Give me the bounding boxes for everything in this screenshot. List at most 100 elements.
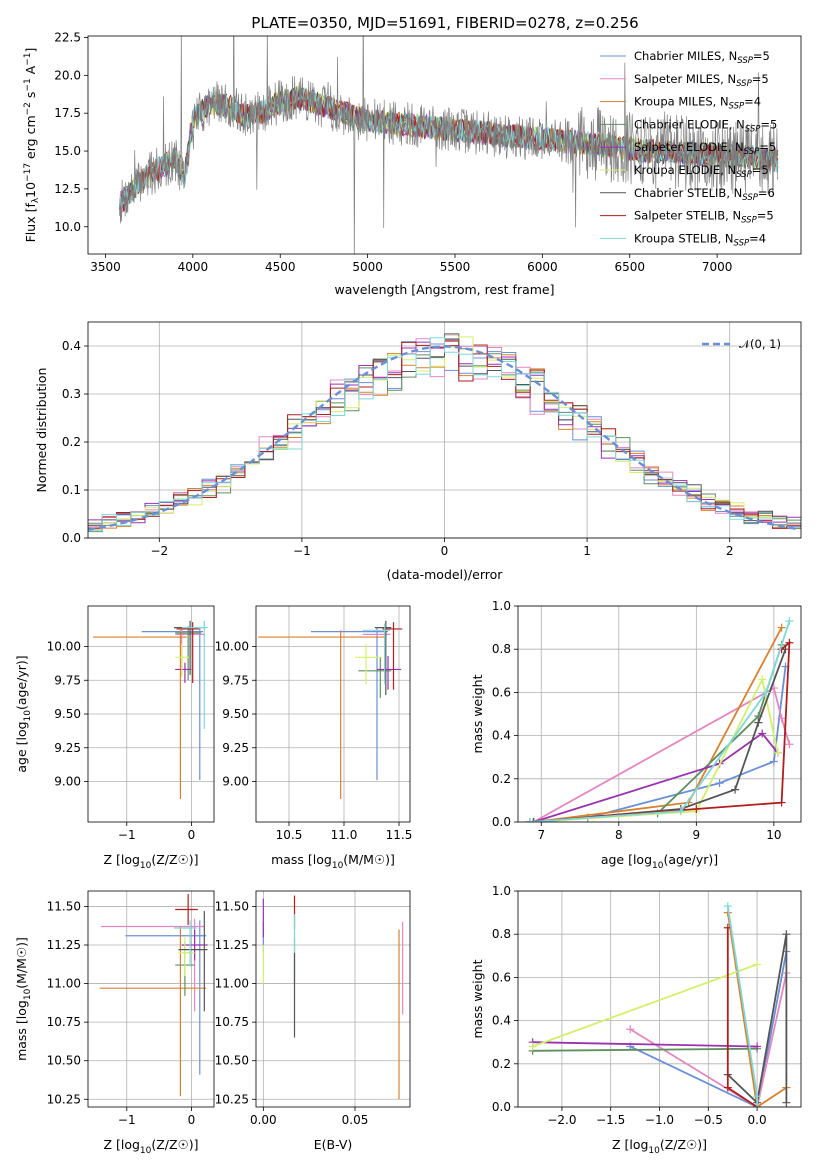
x-tick-label-0: −2.0	[547, 1113, 576, 1127]
x-tick-label-1: 4000	[178, 260, 209, 274]
weight-line	[532, 1041, 758, 1048]
figure-title: PLATE=0350, MJD=51691, FIBERID=0278, z=0…	[251, 14, 638, 32]
weight-line	[533, 627, 783, 822]
y-tick-label-0: 0.0	[492, 1100, 511, 1114]
axes-frame	[517, 605, 802, 823]
weight-marker-3	[785, 638, 794, 647]
y-axis-label: age [log10(age/yr)]	[14, 655, 33, 772]
y-tick-label-5: 11.50	[47, 899, 81, 913]
errorbar-point-0	[311, 627, 388, 781]
x-tick-label-3: 1	[583, 544, 591, 558]
weight-line	[726, 912, 787, 1107]
reference-gaussian-curve	[88, 345, 799, 531]
errorbar-point-2	[93, 630, 187, 800]
y-tick-label-4: 20.0	[54, 68, 81, 82]
x-axis-label: mass [log10(M/M☉)]	[271, 852, 395, 871]
y-tick-label-0: 9.00	[54, 775, 81, 789]
errorbar-point-5	[355, 643, 383, 685]
errorbar-point-0	[125, 920, 207, 1075]
y-tick-label-3: 0.6	[492, 685, 511, 699]
y-tick-label-2: 15.0	[54, 144, 81, 158]
weight-line	[727, 934, 788, 1105]
errorbar-point-7	[176, 622, 200, 683]
errorbar-plot-area	[99, 894, 208, 1097]
weight-line	[532, 963, 758, 1048]
y-tick-label-0: 10.0	[54, 220, 81, 234]
errorbar-point-3	[175, 626, 202, 681]
weight-marker-1	[753, 960, 762, 969]
y-tick-label-1: 0.2	[492, 1057, 511, 1071]
panel-age-vs-Z: −1 0 9.00 9.25 9.50 9.75 10.00 Z [log10(Z/Z☉)] a…	[14, 605, 215, 871]
y-axis-label: mass [log10(M/M☉)]	[14, 937, 33, 1061]
y-tick-label-0: 10.25	[47, 1092, 81, 1106]
x-tick-label-2: 0	[441, 544, 449, 558]
y-tick-label-5: 11.50	[215, 899, 249, 913]
weight-marker-1	[692, 805, 701, 814]
y-axis-label: Flux [fλ10−17 erg cm−2 s−1 A−1]	[23, 48, 41, 243]
y-axis-label: mass weight	[470, 674, 485, 753]
y-tick-label-4: 10.00	[47, 640, 81, 654]
observed-spectrum-line	[119, 36, 779, 254]
y-tick-label-4: 0.8	[492, 927, 511, 941]
weight-line	[533, 686, 791, 822]
panel-mass-vs-EBV: 0.00 0.05 10.25 10.50 10.75 11.00 11.25 11.50 E(…	[215, 890, 411, 1152]
weight-marker-2	[777, 714, 786, 723]
weight-line	[533, 732, 779, 822]
weight-marker-2	[753, 1103, 762, 1107]
x-tick-label-0: 0.00	[250, 1113, 277, 1127]
weight-marker-2	[715, 779, 724, 788]
weight-marker-0	[723, 902, 732, 911]
weight-line	[529, 644, 783, 822]
y-tick-label-0: 10.25	[215, 1092, 249, 1106]
weight-line	[629, 972, 788, 1107]
x-axis-label: Z [log10(Z/Z☉)]	[103, 852, 198, 871]
x-tick-label-1: 0	[188, 828, 196, 842]
errorbar-point-4	[175, 662, 192, 683]
x-tick-label-2: 4500	[265, 260, 296, 274]
x-tick-label-0: 3500	[90, 260, 121, 274]
weight-series-8	[723, 902, 762, 1107]
y-tick-label-2: 10.75	[47, 1015, 81, 1029]
x-tick-label-0: −2	[150, 544, 168, 558]
y-tick-label-3: 11.00	[47, 977, 81, 991]
x-tick-label-3: 10	[766, 828, 781, 842]
y-tick-label-2: 9.50	[54, 707, 81, 721]
weight-marker-3	[769, 757, 778, 766]
y-tick-label-2: 0.4	[492, 1014, 511, 1028]
weight-marker-1	[753, 1042, 762, 1051]
axes-frame	[87, 890, 215, 1108]
y-tick-label-5: 22.5	[54, 31, 81, 45]
y-tick-label-2: 10.75	[215, 1015, 249, 1029]
panel-mass-vs-Z: −1 0 10.25 10.50 10.75 11.00 11.25 11.50 Z [log1…	[14, 890, 215, 1156]
y-tick-label-5: 1.0	[492, 884, 511, 898]
weight-marker-3	[782, 1098, 791, 1107]
x-tick-label-7: 7000	[702, 260, 733, 274]
x-tick-label-4: 5500	[440, 260, 471, 274]
y-tick-label-0: 9.00	[222, 775, 249, 789]
y-tick-label-1: 0.2	[492, 772, 511, 786]
axes-frame	[87, 35, 802, 255]
x-tick-label-4: 0.0	[748, 1113, 767, 1127]
y-tick-label-0: 0.0	[62, 531, 81, 545]
legend-label-3: Chabrier ELODIE, NSSP=5	[634, 117, 777, 134]
residual-plot-area	[88, 333, 801, 533]
panel-age-vs-mass: 10.5 11.0 11.5 9.00 9.25 9.50 9.75 10.00 mass [l…	[215, 605, 412, 871]
spectrum-plot-area	[119, 36, 779, 254]
y-axis-label: mass weight	[470, 959, 485, 1038]
y-tick-label-4: 0.8	[492, 642, 511, 656]
weight-marker-0	[626, 1025, 635, 1034]
x-tick-label-2: 9	[693, 828, 701, 842]
legend-label-1: Salpeter MILES, NSSP=5	[634, 72, 769, 89]
y-tick-label-2: 9.50	[222, 707, 249, 721]
errorbar-plot-area	[262, 895, 404, 1100]
weight-marker-0	[525, 818, 534, 822]
x-tick-label-2: −1.0	[645, 1113, 674, 1127]
errorbar-point-5	[178, 937, 195, 976]
weight-marker-0	[528, 1042, 537, 1051]
y-tick-label-4: 10.00	[215, 640, 249, 654]
y-tick-label-1: 10.50	[47, 1054, 81, 1068]
weight-marker-3	[773, 748, 782, 757]
x-tick-label-1: 11.0	[331, 828, 358, 842]
weight-series-4	[528, 1038, 762, 1051]
